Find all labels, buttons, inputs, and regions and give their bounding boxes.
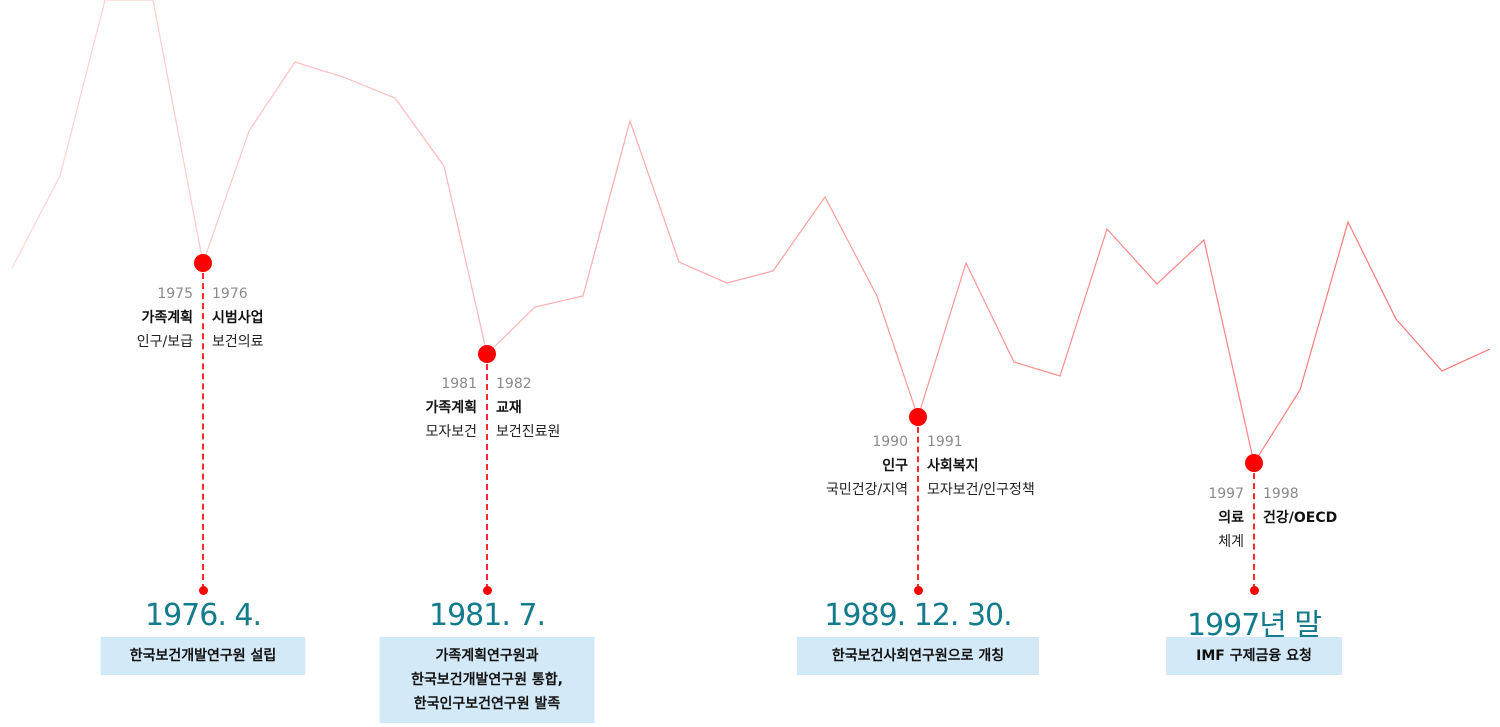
topic: 사회복지 <box>927 458 979 474</box>
connector-end-dot <box>482 585 492 595</box>
year: 1982 <box>496 376 532 392</box>
description-line: 한국보건개발연구원 설립 <box>129 648 277 664</box>
topic: 가족계획 <box>425 400 477 416</box>
event-date: 1976. 4. <box>144 598 262 633</box>
subtopic: 인구/보급 <box>136 334 193 350</box>
year: 1991 <box>927 434 963 450</box>
year: 1975 <box>157 286 193 302</box>
description-line: 한국인구보건연구원 발족 <box>413 696 561 712</box>
right-label: 1991 사회복지 모자보건/인구정책 <box>927 430 1035 502</box>
description-line: IMF 구제금융 요청 <box>1196 648 1312 664</box>
event-description: 한국보건개발연구원 설립 <box>100 637 306 675</box>
dashed-connector <box>486 354 488 590</box>
event-marker <box>909 408 927 426</box>
event-marker <box>478 345 496 363</box>
left-label: 1981 가족계획 모자보건 <box>425 372 477 444</box>
description-line: 한국보건사회연구원으로 개칭 <box>831 648 1005 664</box>
subtopic: 보건진료원 <box>496 424 561 440</box>
topic: 교재 <box>496 400 522 416</box>
connector-end-dot <box>1249 585 1259 595</box>
event-date: 1989. 12. 30. <box>824 598 1012 633</box>
subtopic: 국민건강/지역 <box>826 482 908 498</box>
event-description: IMF 구제금융 요청 <box>1166 637 1342 675</box>
topic: 시범사업 <box>212 310 264 326</box>
subtopic: 모자보건 <box>425 424 477 440</box>
connector-end-dot <box>913 585 923 595</box>
description-line: 가족계획연구원과 <box>435 648 539 664</box>
description-line: 한국보건개발연구원 통합, <box>411 672 563 688</box>
right-label: 1976 시범사업 보건의료 <box>212 282 264 354</box>
subtopic: 모자보건/인구정책 <box>927 482 1035 498</box>
right-label: 1982 교재 보건진료원 <box>496 372 560 444</box>
dashed-connector <box>202 263 204 590</box>
event-marker <box>1245 454 1263 472</box>
year: 1990 <box>872 434 908 450</box>
topic: 건강/OECD <box>1263 510 1338 526</box>
dashed-connector <box>917 417 919 590</box>
subtopic: 보건의료 <box>212 334 264 350</box>
right-label: 1998 건강/OECD <box>1263 482 1337 530</box>
topic: 의료 <box>1218 510 1244 526</box>
topic: 가족계획 <box>141 310 193 326</box>
event-description: 한국보건사회연구원으로 개칭 <box>797 637 1039 675</box>
year: 1997 <box>1208 486 1244 502</box>
subtopic: 체계 <box>1218 534 1244 550</box>
year: 1976 <box>212 286 248 302</box>
left-label: 1990 인구 국민건강/지역 <box>826 430 908 502</box>
year: 1998 <box>1263 486 1299 502</box>
year: 1981 <box>441 376 477 392</box>
topic: 인구 <box>882 458 908 474</box>
connector-end-dot <box>198 585 208 595</box>
left-label: 1975 가족계획 인구/보급 <box>137 282 193 354</box>
event-date: 1981. 7. <box>428 598 546 633</box>
left-label: 1997 의료 체계 <box>1208 482 1244 554</box>
event-marker <box>194 254 212 272</box>
dashed-connector <box>1253 463 1255 590</box>
